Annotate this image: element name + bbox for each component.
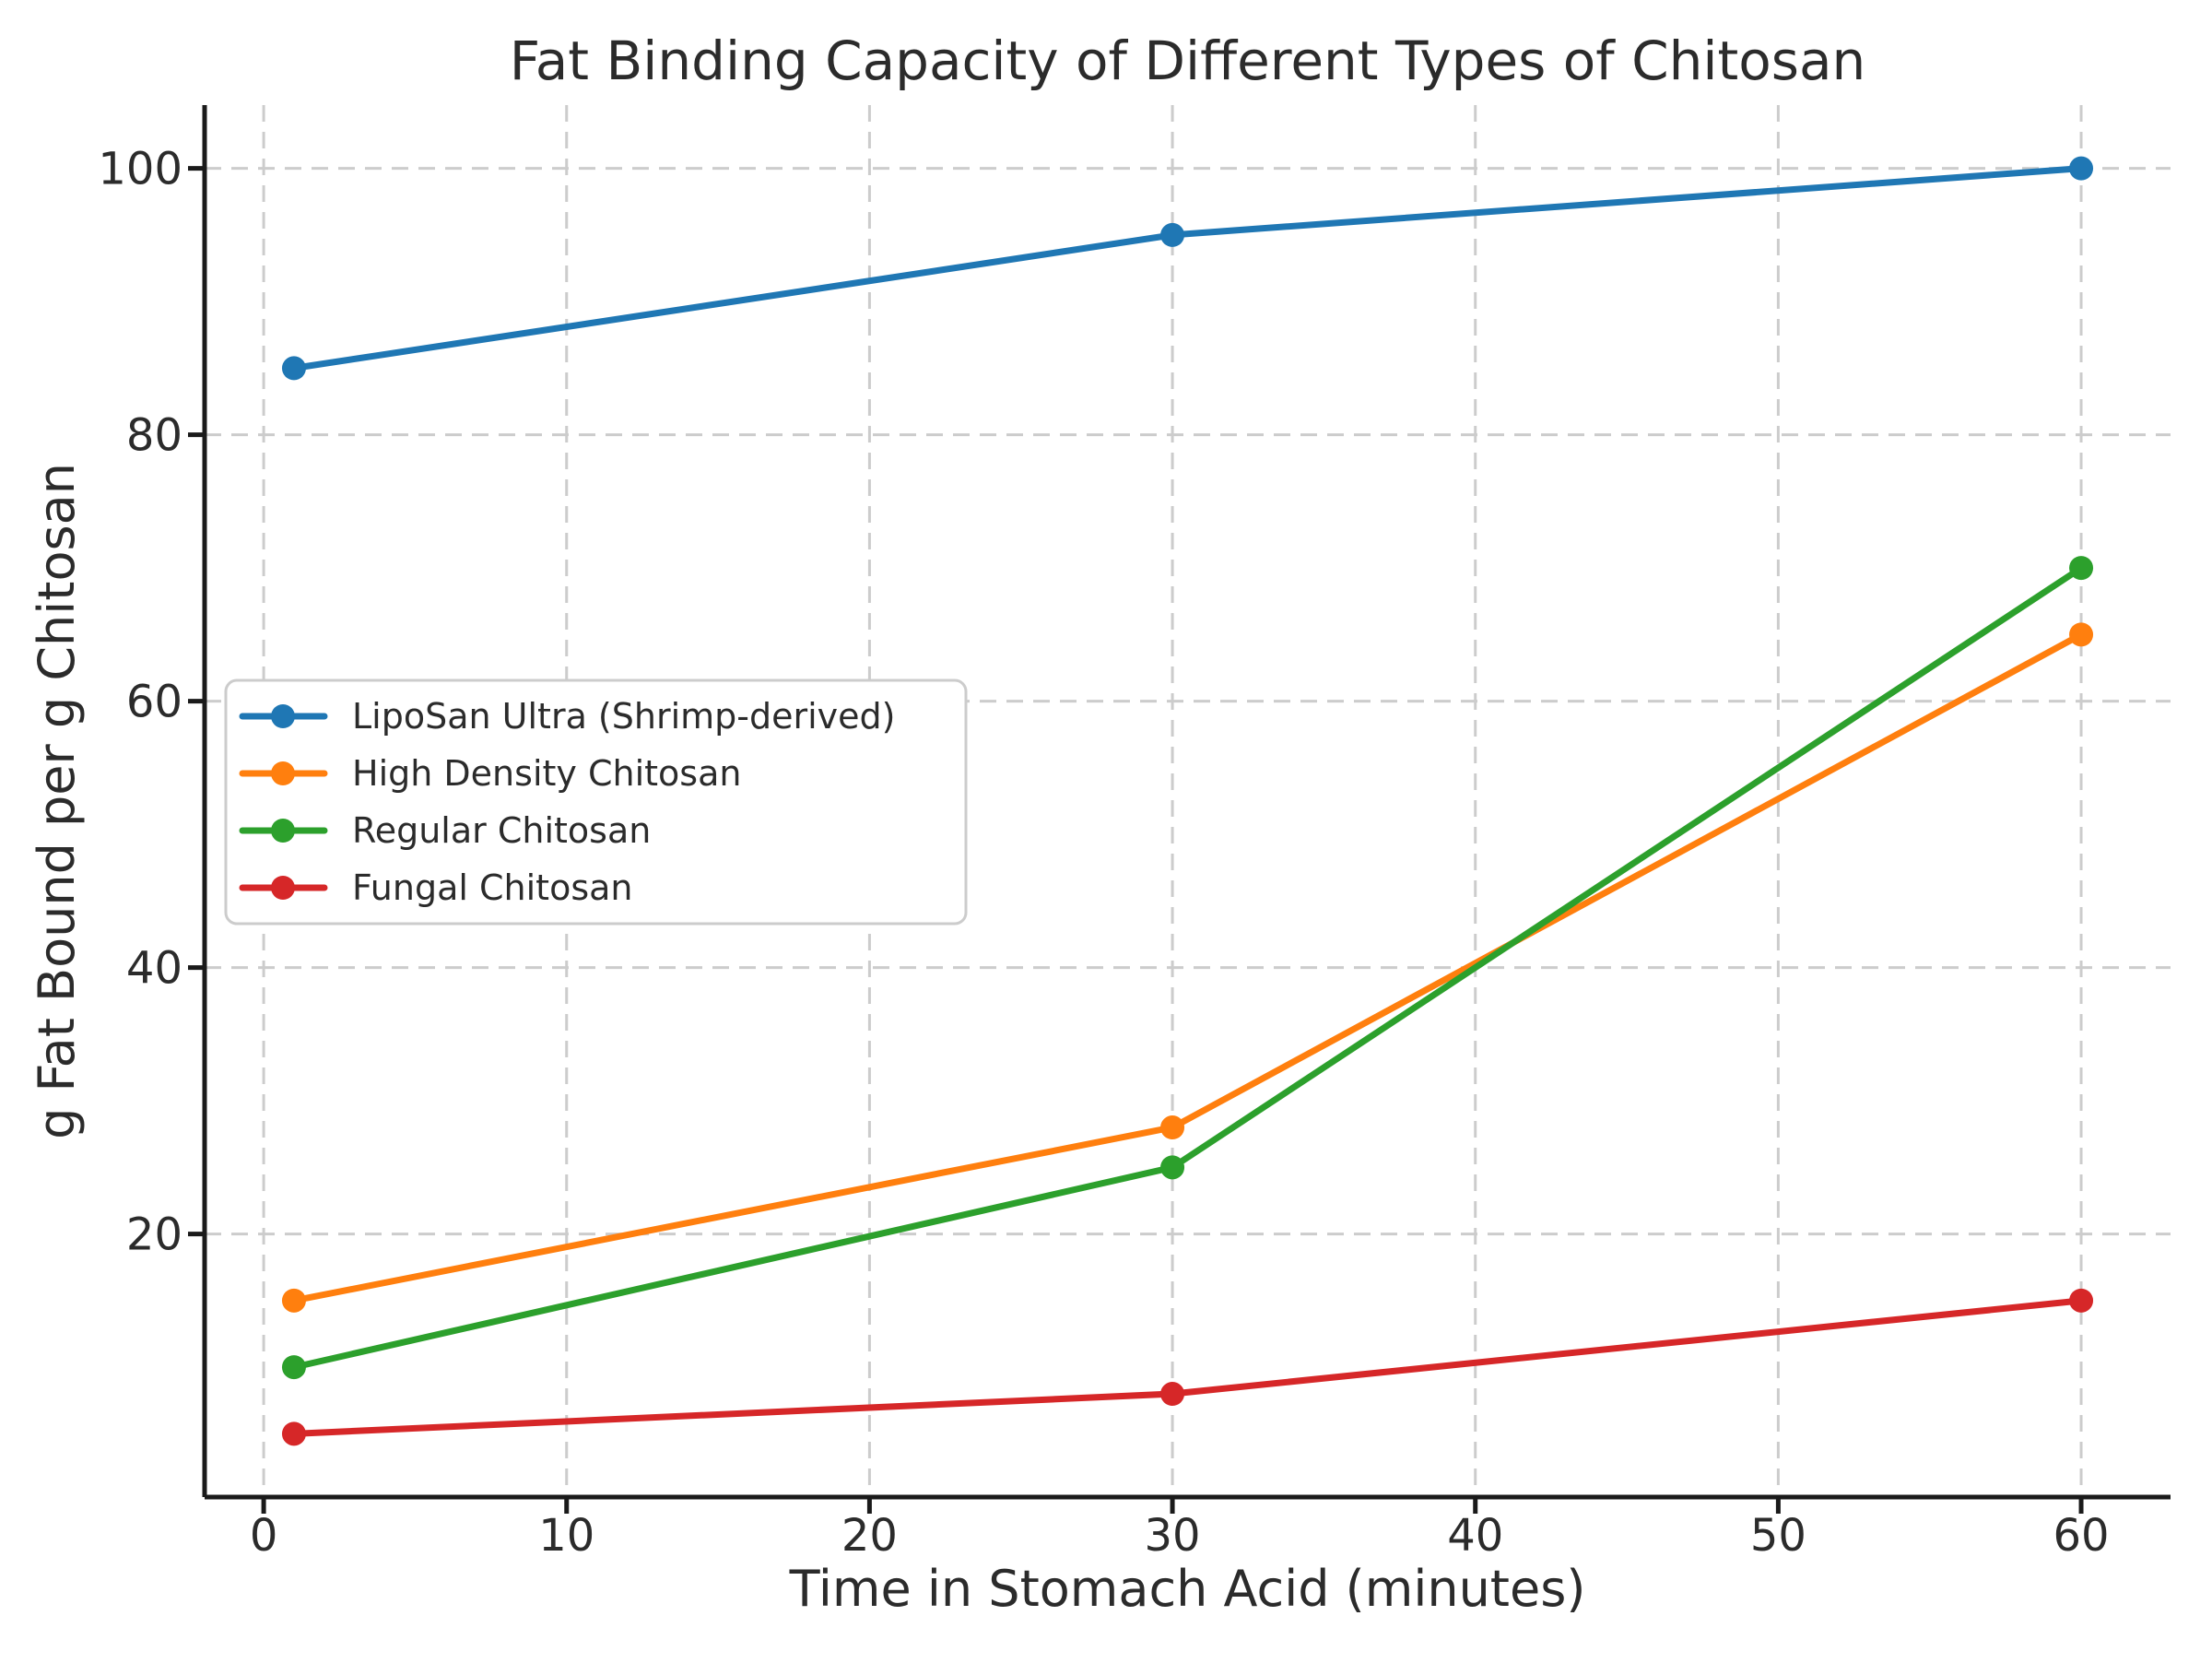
legend-sample-marker-2	[271, 819, 295, 843]
series-1-marker-2	[2069, 622, 2094, 647]
y-tick-label-0: 20	[126, 1209, 182, 1261]
series-line-3	[290, 1297, 2085, 1437]
y-tick-label-4: 100	[98, 144, 182, 195]
x-tick-label-1: 10	[538, 1510, 594, 1562]
legend-box	[224, 678, 968, 926]
x-tick-label-6: 60	[2053, 1510, 2110, 1562]
legend-label-2: Regular Chitosan	[352, 810, 651, 851]
legend-label-0: LipoSan Ultra (Shrimp-derived)	[352, 696, 895, 737]
y-tick-label-1: 40	[126, 943, 182, 995]
series-line-0	[290, 165, 2085, 372]
series-1-marker-0	[281, 1288, 306, 1313]
legend-label-1: High Density Chitosan	[352, 753, 741, 794]
x-tick-label-2: 20	[841, 1510, 898, 1562]
series-0-marker-0	[281, 356, 306, 381]
y-axis-label: g Fat Bound per g Chitosan	[28, 463, 86, 1139]
legend-sample-marker-3	[271, 876, 295, 900]
x-tick-label-5: 50	[1750, 1510, 1806, 1562]
series-2-marker-1	[1160, 1155, 1185, 1180]
legend-sample-marker-0	[271, 704, 295, 728]
series-3-marker-2	[2069, 1288, 2094, 1313]
series-3-marker-1	[1160, 1382, 1185, 1407]
chart-title: Fat Binding Capacity of Different Types …	[510, 29, 1866, 92]
legend-label-3: Fungal Chitosan	[352, 867, 632, 908]
legend-sample-marker-1	[271, 761, 295, 785]
series-0-marker-2	[2069, 156, 2094, 181]
series-2-marker-0	[281, 1355, 306, 1380]
x-tick-label-3: 30	[1145, 1510, 1201, 1562]
series-2-marker-2	[2069, 556, 2094, 581]
x-tick-label-0: 0	[250, 1510, 278, 1562]
x-axis-label: Time in Stomach Acid (minutes)	[789, 1560, 1586, 1618]
series-0-marker-1	[1160, 222, 1185, 247]
x-tick-label-4: 40	[1447, 1510, 1503, 1562]
series-3-marker-0	[281, 1421, 306, 1446]
y-tick-label-3: 80	[126, 410, 182, 462]
y-tick-label-2: 60	[126, 677, 182, 728]
series-1-marker-1	[1160, 1115, 1185, 1140]
